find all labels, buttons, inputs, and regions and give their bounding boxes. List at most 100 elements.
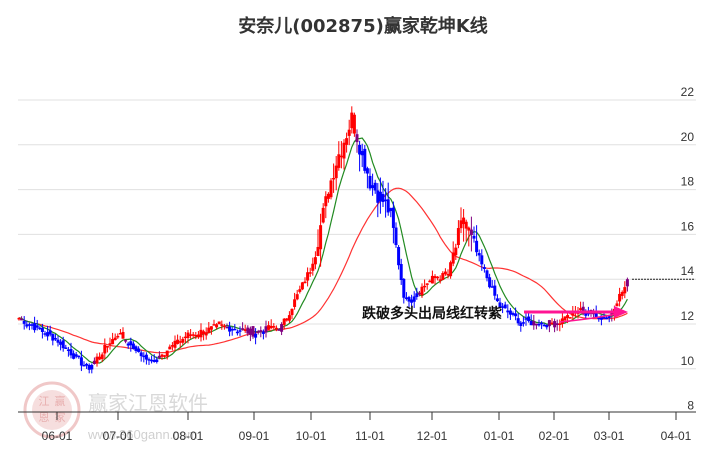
watermark-logo-icon: [23, 381, 81, 439]
candle: [157, 355, 161, 358]
candle: [105, 346, 109, 348]
candle: [321, 207, 325, 223]
candle: [511, 313, 515, 315]
candle: [334, 165, 338, 179]
candle: [355, 134, 359, 143]
candle: [235, 331, 239, 334]
candle: [72, 353, 76, 359]
chart-title: 安奈儿(002875)赢家乾坤K线: [238, 16, 488, 37]
candle: [319, 225, 323, 250]
candle: [425, 283, 429, 285]
candle: [519, 322, 523, 326]
candle: [402, 278, 406, 298]
x-tick-label: 11-01: [355, 429, 385, 443]
candle: [74, 354, 78, 357]
candle: [550, 322, 554, 325]
candle: [482, 267, 486, 269]
candle: [79, 357, 83, 366]
candle: [170, 345, 174, 347]
candle: [98, 356, 102, 360]
candle: [378, 191, 382, 202]
candle: [111, 339, 115, 345]
candle: [477, 253, 481, 256]
candle: [532, 321, 536, 326]
candle: [137, 348, 141, 352]
candle: [350, 112, 354, 129]
x-tick-label: 03-01: [594, 429, 625, 443]
candle: [40, 327, 44, 332]
candle: [116, 335, 120, 338]
candle: [48, 330, 52, 335]
candle: [222, 325, 226, 328]
candle: [563, 316, 567, 321]
candle: [394, 227, 398, 246]
candle: [306, 272, 310, 281]
candle: [467, 227, 471, 231]
candle: [285, 318, 289, 321]
candle: [238, 330, 242, 332]
candle: [241, 328, 245, 330]
candle: [358, 144, 362, 155]
candle: [456, 228, 460, 246]
x-axis: 06-01 07-01 08-01 09-01 10-01 11-01 12-01 01-01…: [18, 411, 696, 443]
y-axis: 8 10 12 14 16 18 20 22: [681, 85, 695, 413]
candle: [602, 317, 606, 319]
candle: [108, 343, 112, 345]
x-tick-label: 02-01: [539, 429, 570, 443]
candle: [246, 327, 250, 334]
candle: [142, 355, 146, 358]
candle: [620, 292, 624, 296]
candle: [267, 325, 271, 330]
candle: [160, 354, 164, 357]
candle: [446, 273, 450, 276]
candle: [345, 138, 349, 145]
candle: [472, 235, 476, 239]
candle: [61, 340, 65, 349]
candle: [209, 326, 213, 330]
candle: [165, 350, 169, 357]
candle: [337, 154, 341, 168]
candle: [181, 338, 185, 343]
candle: [441, 273, 445, 280]
candle: [178, 341, 182, 343]
candle: [256, 331, 260, 333]
candle: [217, 321, 221, 325]
candle: [495, 298, 499, 302]
grid-lines: [18, 99, 696, 370]
candle: [134, 346, 138, 352]
candle: [347, 129, 351, 136]
candle: [311, 263, 315, 271]
signal-annotation: 跌破多头出局线红转紫: [362, 305, 502, 322]
candle: [228, 326, 232, 332]
candle: [85, 363, 89, 366]
candle: [147, 359, 151, 361]
candle: [527, 316, 531, 322]
candle: [553, 321, 557, 328]
candle: [342, 142, 346, 159]
y-tick-label: 14: [681, 264, 695, 278]
candle: [558, 323, 562, 325]
candle: [287, 315, 291, 321]
candle: [451, 252, 455, 264]
candle: [124, 340, 128, 342]
candle: [95, 356, 99, 364]
candle: [33, 323, 37, 331]
candle: [155, 359, 159, 362]
candle: [176, 339, 180, 344]
candle: [399, 264, 403, 281]
candle: [326, 193, 330, 199]
candle: [368, 175, 372, 189]
candle: [360, 150, 364, 156]
candle: [295, 294, 299, 300]
candle: [498, 302, 502, 308]
candle: [376, 190, 380, 203]
candle: [269, 325, 273, 329]
candle: [579, 308, 583, 311]
candle: [308, 272, 312, 274]
candle: [207, 327, 211, 333]
candle: [27, 324, 31, 326]
candle: [277, 329, 281, 331]
candle: [516, 318, 520, 324]
candle: [459, 220, 463, 229]
candle: [199, 329, 203, 338]
